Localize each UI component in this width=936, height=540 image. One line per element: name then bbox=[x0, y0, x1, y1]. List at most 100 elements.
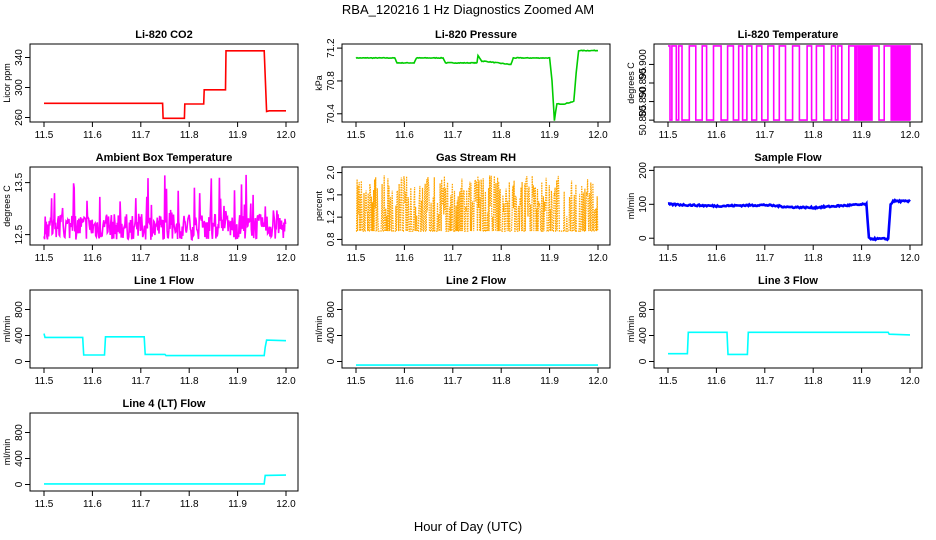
x-tick-label: 11.5 bbox=[659, 376, 678, 387]
x-tick-label: 11.8 bbox=[180, 130, 199, 141]
x-tick-label: 11.6 bbox=[83, 253, 102, 264]
chart-panel: Line 3 Flow ml/min 11.5 11.6 11.7 11.8 11.9 12.… bbox=[626, 275, 923, 387]
panel-grid: Li-820 CO2 Licor ppm 11.5 11.6 11.7 11.8 11.9 1… bbox=[2, 29, 923, 510]
x-tick-label: 12.0 bbox=[276, 376, 296, 387]
x-tick-label: 11.9 bbox=[540, 253, 559, 264]
y-tick-label: 1.6 bbox=[326, 187, 337, 201]
y-tick-label: 70.4 bbox=[326, 104, 337, 124]
y-tick-label: 0 bbox=[14, 358, 25, 364]
x-tick-label: 11.5 bbox=[35, 130, 54, 141]
y-tick-label: 50.895 bbox=[638, 67, 649, 98]
plot-frame bbox=[29, 289, 299, 369]
series-line bbox=[355, 175, 599, 232]
y-tick-label: 0.8 bbox=[326, 232, 337, 246]
x-tick-label: 11.7 bbox=[131, 499, 150, 510]
x-tick-label: 12.0 bbox=[588, 130, 608, 141]
y-tick-label: 400 bbox=[326, 327, 337, 344]
x-tick-label: 11.6 bbox=[83, 376, 102, 387]
x-tick-label: 11.6 bbox=[707, 130, 726, 141]
y-tick-label: 50.900 bbox=[638, 49, 649, 80]
series-line bbox=[667, 198, 911, 242]
y-tick-label: 50.885 bbox=[638, 104, 649, 135]
series-line bbox=[43, 333, 287, 357]
panel-title: Sample Flow bbox=[754, 152, 822, 164]
x-tick-label: 11.7 bbox=[131, 376, 150, 387]
plot-frame bbox=[653, 43, 923, 123]
series-line bbox=[44, 474, 287, 485]
y-axis-label: ml/min bbox=[626, 316, 636, 343]
x-tick-label: 11.5 bbox=[659, 130, 678, 141]
x-tick-label: 11.8 bbox=[804, 376, 823, 387]
chart-panel: Line 2 Flow ml/min 11.5 11.6 11.7 11.8 11.9 12.… bbox=[314, 275, 611, 387]
x-tick-label: 11.7 bbox=[131, 253, 150, 264]
x-tick-label: 11.8 bbox=[492, 253, 511, 264]
x-tick-label: 11.8 bbox=[492, 130, 511, 141]
x-tick-label: 11.9 bbox=[540, 376, 559, 387]
y-tick-label: 50.890 bbox=[638, 86, 649, 117]
x-tick-label: 11.5 bbox=[347, 130, 366, 141]
x-tick-label: 11.9 bbox=[228, 499, 247, 510]
panel-title: Line 2 Flow bbox=[446, 275, 506, 287]
y-axis-label: ml/min bbox=[2, 316, 12, 343]
y-tick-label: 70.8 bbox=[326, 71, 337, 91]
x-tick-label: 11.7 bbox=[131, 130, 150, 141]
panel-title: Line 1 Flow bbox=[134, 275, 194, 287]
panel-title: Li-820 Temperature bbox=[738, 29, 839, 41]
x-tick-label: 11.8 bbox=[804, 130, 823, 141]
series-line bbox=[43, 174, 287, 241]
x-tick-label: 11.7 bbox=[755, 253, 774, 264]
chart-panel: Line 4 (LT) Flow ml/min 11.5 11.6 11.7 11.8 11… bbox=[2, 398, 299, 510]
x-tick-label: 11.5 bbox=[659, 253, 678, 264]
y-tick-label: 800 bbox=[638, 301, 649, 318]
x-tick-label: 11.5 bbox=[347, 376, 366, 387]
x-tick-label: 12.0 bbox=[276, 130, 296, 141]
x-tick-label: 11.5 bbox=[35, 253, 54, 264]
x-tick-label: 11.9 bbox=[228, 130, 247, 141]
x-tick-label: 11.9 bbox=[228, 376, 247, 387]
y-tick-label: 100 bbox=[638, 196, 649, 213]
y-tick-label: 300 bbox=[14, 79, 25, 96]
y-axis-label: kPa bbox=[314, 75, 324, 91]
x-tick-label: 11.5 bbox=[35, 499, 54, 510]
series-line bbox=[44, 50, 286, 120]
plot-frame bbox=[653, 166, 923, 246]
x-tick-label: 11.6 bbox=[395, 376, 414, 387]
panel-title: Line 3 Flow bbox=[758, 275, 818, 287]
x-tick-label: 11.8 bbox=[180, 376, 199, 387]
plot-frame bbox=[341, 43, 611, 123]
y-tick-label: 400 bbox=[638, 327, 649, 344]
series-line bbox=[668, 45, 911, 121]
y-tick-label: 800 bbox=[14, 424, 25, 441]
x-tick-label: 11.7 bbox=[755, 130, 774, 141]
y-axis-label: percent bbox=[314, 190, 324, 221]
x-tick-label: 11.8 bbox=[492, 376, 511, 387]
x-tick-label: 12.0 bbox=[900, 253, 920, 264]
y-tick-label: 0 bbox=[326, 358, 337, 364]
x-tick-label: 11.9 bbox=[540, 130, 559, 141]
figure-title: RBA_120216 1 Hz Diagnostics Zoomed AM bbox=[342, 2, 594, 17]
x-tick-label: 11.9 bbox=[228, 253, 247, 264]
y-axis-label: ml/min bbox=[2, 439, 12, 466]
x-tick-label: 11.6 bbox=[83, 499, 102, 510]
x-tick-label: 11.5 bbox=[347, 253, 366, 264]
x-tick-label: 12.0 bbox=[588, 253, 608, 264]
x-tick-label: 11.7 bbox=[755, 376, 774, 387]
chart-panel: Sample Flow ml/min 11.5 11.6 11.7 11.8 11.9 12.… bbox=[626, 152, 923, 264]
y-axis-label: ml/min bbox=[626, 193, 636, 220]
figure-xlabel: Hour of Day (UTC) bbox=[414, 519, 522, 534]
x-tick-label: 12.0 bbox=[900, 130, 920, 141]
y-axis-label: Licor ppm bbox=[2, 63, 12, 103]
x-tick-label: 11.6 bbox=[707, 253, 726, 264]
plot-frame bbox=[29, 43, 299, 123]
panel-title: Gas Stream RH bbox=[436, 152, 516, 164]
x-tick-label: 11.6 bbox=[395, 253, 414, 264]
y-tick-label: 0 bbox=[14, 481, 25, 487]
plot-frame bbox=[653, 289, 923, 369]
x-tick-label: 12.0 bbox=[276, 499, 296, 510]
panel-title: Li-820 Pressure bbox=[435, 29, 517, 41]
y-axis-label: degrees C bbox=[626, 62, 636, 104]
y-tick-label: 800 bbox=[326, 301, 337, 318]
y-tick-label: 200 bbox=[638, 162, 649, 179]
x-tick-label: 11.8 bbox=[180, 499, 199, 510]
panel-title: Line 4 (LT) Flow bbox=[123, 398, 206, 410]
